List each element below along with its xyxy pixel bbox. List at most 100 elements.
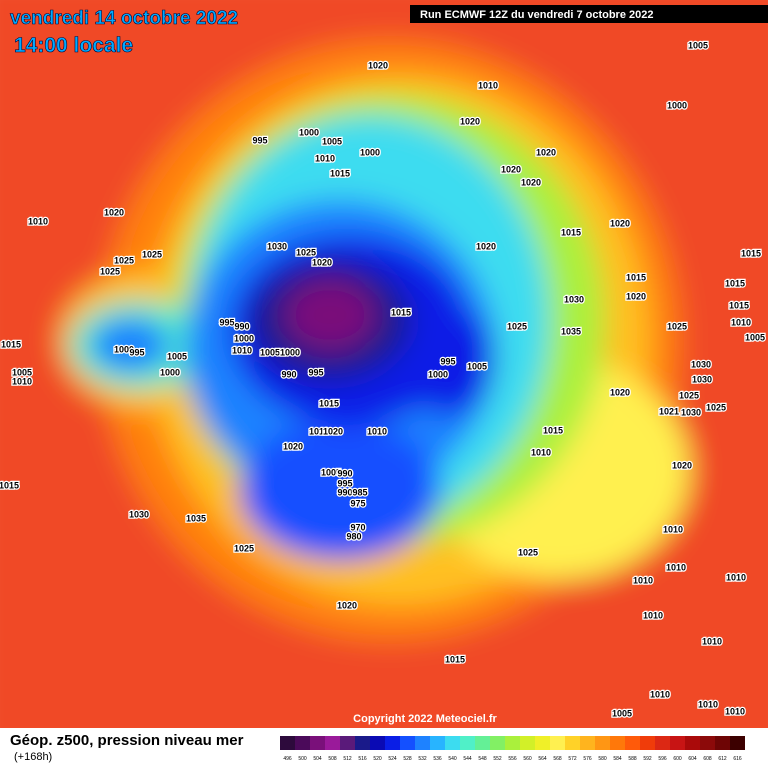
isobar-label: 1010 [725, 706, 745, 716]
isobar-label: 1010 [633, 575, 653, 585]
isobar-label: 1030 [681, 407, 701, 417]
isobar-label: 1010 [666, 562, 686, 572]
legend-label: 584 [613, 756, 622, 762]
isobar-label: 990 [281, 369, 296, 379]
isobar-label: 1010 [531, 447, 551, 457]
legend-label: 528 [403, 756, 412, 762]
isobar-label: 1010 [726, 572, 746, 582]
isobar-label: 1010 [650, 689, 670, 699]
legend-label: 572 [568, 756, 577, 762]
isobar-label: 975 [350, 498, 365, 508]
legend-label: 592 [643, 756, 652, 762]
isobar-label: 1015 [561, 227, 581, 237]
isobar-label: 1020 [610, 387, 630, 397]
isobar-labels: 1005102010101000102099510001005100010101… [0, 39, 766, 720]
isobar-label: 1020 [610, 218, 630, 228]
isobar-label: 980 [346, 531, 361, 541]
isobar-label: 1010 [643, 610, 663, 620]
isobar-label: 1025 [667, 321, 687, 331]
isobar-label: 1025 [114, 255, 134, 265]
isobar-label: 1025 [706, 402, 726, 412]
isobar-label: 1010 [663, 524, 683, 534]
legend-label: 588 [628, 756, 637, 762]
legend-label: 580 [598, 756, 607, 762]
isobar-label: 1005 [167, 351, 187, 361]
legend-swatch [355, 736, 370, 750]
isobar-label: 995 [308, 367, 323, 377]
legend-label: 608 [703, 756, 712, 762]
isobar-label: 1000 [114, 344, 134, 354]
isobar-label: 1015 [319, 398, 339, 408]
isobar-label: 1010 [731, 317, 751, 327]
subtitle: 14:00 locale [14, 34, 133, 57]
legend-label: 600 [673, 756, 682, 762]
legend-swatch [325, 736, 340, 750]
legend-swatch [295, 736, 310, 750]
legend-swatch [370, 736, 385, 750]
isobar-label: 1005 [612, 708, 632, 718]
isobar-label: 1015 [391, 307, 411, 317]
isobar-label: 1010 [367, 426, 387, 436]
isobar-label: 1030 [129, 509, 149, 519]
legend-label: 560 [523, 756, 532, 762]
legend-label: 520 [373, 756, 382, 762]
legend-label: 612 [718, 756, 727, 762]
legend-label: 508 [328, 756, 337, 762]
isobar-label: 985 [352, 487, 367, 497]
legend-swatch [490, 736, 505, 750]
isobar-label: 1020 [312, 257, 332, 267]
legend-label: 512 [343, 756, 352, 762]
isobar-label: 1020 [521, 177, 541, 187]
lead-time: (+168h) [14, 751, 52, 763]
legend-label: 616 [733, 756, 742, 762]
legend-swatch [565, 736, 580, 750]
copyright: Copyright 2022 Meteociel.fr [353, 713, 497, 725]
isobar-label: 1000 [160, 367, 180, 377]
legend-label: 544 [463, 756, 472, 762]
isobar-label: 1025 [507, 321, 527, 331]
legend-label: 596 [658, 756, 667, 762]
isobar-label: 1030 [564, 294, 584, 304]
isobar-label: 1000 [299, 127, 319, 137]
isobar-label: 1020 [626, 291, 646, 301]
isobar-label: 995 [252, 135, 267, 145]
isobar-label: 1015 [445, 654, 465, 664]
legend-swatch [430, 736, 445, 750]
run-info: Run ECMWF 12Z du vendredi 7 octobre 2022 [420, 9, 654, 21]
legend-label: 576 [583, 756, 592, 762]
isobar-label: 995 [440, 356, 455, 366]
legend-label: 564 [538, 756, 547, 762]
isobar-label: 1020 [536, 147, 556, 157]
legend-swatch [550, 736, 565, 750]
isobar-label: 1030 [267, 241, 287, 251]
title: vendredi 14 octobre 2022 [10, 8, 238, 29]
legend-swatch [685, 736, 700, 750]
legend-swatch [280, 736, 295, 750]
legend-label: 516 [358, 756, 367, 762]
isobar-label: 1015 [729, 300, 749, 310]
legend-label: 552 [493, 756, 502, 762]
isobar-label: 1010 [478, 80, 498, 90]
caption: Géop. z500, pression niveau mer [10, 732, 244, 749]
legend-swatch [625, 736, 640, 750]
isobar-label: 1005 [322, 136, 342, 146]
legend-swatch [340, 736, 355, 750]
isobar-label: 1020 [283, 441, 303, 451]
isobar-label: 1005 [688, 40, 708, 50]
isobar-label: 1015 [725, 278, 745, 288]
isobar-label: 1035 [561, 326, 581, 336]
isobar-label: 1010 [698, 699, 718, 709]
legend-label: 524 [388, 756, 397, 762]
isobar-label: 1010 [315, 153, 335, 163]
isobar-label: 1015 [626, 272, 646, 282]
legend-swatch [445, 736, 460, 750]
legend-label: 500 [298, 756, 307, 762]
legend-swatch [610, 736, 625, 750]
legend-swatch [520, 736, 535, 750]
isobar-label: 990 [234, 321, 249, 331]
isobar-label: 970 [350, 522, 365, 532]
isobar-label: 1020 [460, 116, 480, 126]
